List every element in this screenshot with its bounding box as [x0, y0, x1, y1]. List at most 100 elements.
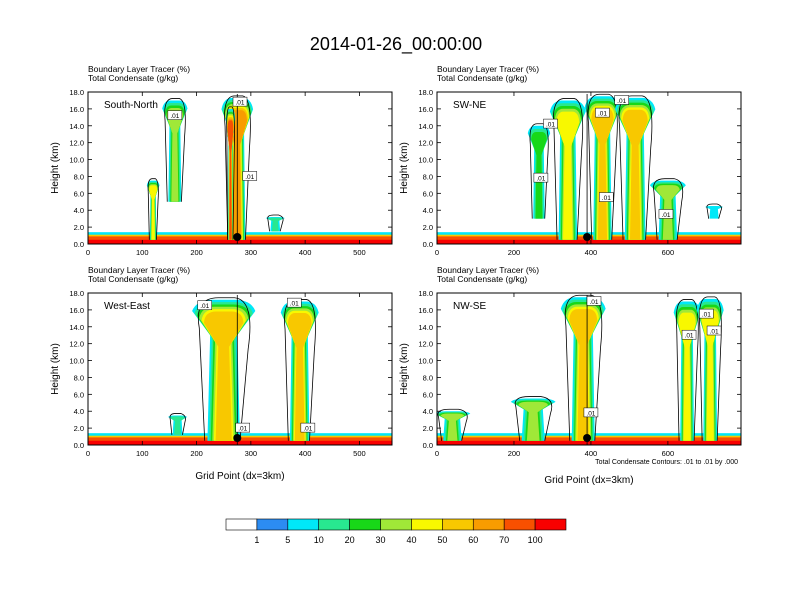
x-tick-label: 100	[136, 248, 149, 257]
y-tick-label: 12.0	[418, 340, 433, 349]
subtitle-tracer: Boundary Layer Tracer (%)	[88, 64, 190, 74]
y-tick-label: 18.0	[418, 289, 433, 298]
x-tick-label: 200	[190, 449, 203, 458]
cloud-cell	[192, 297, 256, 441]
panels: 0.0 2.0 4.0 6.0 8.0 10.0 12.0 14.0 16.0 18.0 0 100 2…	[50, 64, 742, 458]
contour-label-box	[658, 209, 674, 219]
y-tick-label: 18.0	[418, 88, 433, 97]
x-tick-label: 0	[86, 449, 90, 458]
x-tick-label: 600	[662, 248, 675, 257]
colorbar-swatch	[411, 518, 443, 531]
cell-level-8	[227, 120, 234, 240]
contour-label-box	[706, 325, 722, 336]
colorbar-label: 70	[499, 535, 509, 545]
contour-label: .01	[602, 195, 611, 202]
y-axis-label: Height (km)	[50, 142, 61, 194]
y-tick-label: 4.0	[74, 407, 84, 416]
cell-level-5	[701, 310, 719, 441]
y-tick-label: 0.0	[423, 240, 433, 249]
panel-south-north: 0.0 2.0 4.0 6.0 8.0 10.0 12.0 14.0 16.0 18.0 0 100 2…	[50, 64, 393, 257]
contour-label-box	[533, 172, 549, 183]
y-tick-label: 2.0	[423, 424, 433, 433]
x-tick-label: 100	[136, 449, 149, 458]
y-axis-label: Height (km)	[399, 142, 410, 194]
colorbar-swatch	[225, 518, 258, 531]
y-tick-label: 6.0	[423, 189, 433, 198]
y-tick-label: 10.0	[418, 357, 433, 366]
y-tick-label: 16.0	[418, 105, 433, 114]
location-marker	[233, 233, 242, 241]
y-tick-label: 8.0	[74, 172, 84, 181]
subtitle-tracer: Boundary Layer Tracer (%)	[437, 265, 539, 275]
x-axis-label-right: Grid Point (dx=3km)	[544, 475, 633, 486]
condensate-contour	[553, 98, 584, 240]
cloud-cell	[673, 299, 701, 441]
colorbar-label: 50	[437, 535, 447, 545]
contour-label-box	[287, 297, 302, 308]
x-tick-label: 200	[190, 248, 203, 257]
condensate-contour	[564, 294, 603, 441]
condensate-contour	[169, 413, 186, 435]
x-tick-label: 400	[585, 449, 598, 458]
x-tick-label: 200	[508, 248, 521, 257]
contour-label: .01	[685, 333, 694, 340]
colorbar-label: 60	[468, 535, 478, 545]
colorbar-swatch	[287, 518, 320, 531]
y-tick-label: 0.0	[423, 441, 433, 450]
boundary-layer-band	[88, 440, 392, 445]
colorbar-swatch	[472, 518, 505, 531]
y-tick-label: 18.0	[69, 289, 84, 298]
cell-level-1	[705, 206, 724, 219]
condensate-contour	[706, 203, 722, 219]
x-axis-label-left: Grid Point (dx=3km)	[195, 471, 284, 482]
cell-level-4	[166, 108, 184, 202]
contour-label-box	[242, 171, 258, 181]
condensate-contour	[267, 214, 284, 232]
contour-label: .01	[702, 312, 711, 319]
x-tick-label: 300	[245, 449, 258, 458]
colorbar-swatch	[349, 518, 381, 531]
colorbar-label: 1	[254, 535, 259, 545]
y-tick-label: 12.0	[418, 139, 433, 148]
contour-label: .01	[598, 111, 607, 118]
condensate-contour	[197, 297, 251, 441]
y-tick-label: 6.0	[74, 189, 84, 198]
colorbar-label: 30	[376, 535, 386, 545]
x-tick-label: 400	[299, 248, 312, 257]
y-tick-label: 8.0	[423, 172, 433, 181]
subtitle-condensate: Total Condensate (g/kg)	[437, 73, 527, 83]
y-tick-label: 8.0	[74, 373, 84, 382]
cloud-cell	[265, 214, 285, 232]
x-tick-label: 0	[86, 248, 90, 257]
colorbar-swatch	[442, 518, 474, 531]
cell-level-4	[518, 401, 549, 441]
cloud-cell	[437, 408, 471, 441]
cell-level-6	[591, 108, 614, 240]
plot-frame	[436, 292, 742, 446]
subtitle-condensate: Total Condensate (g/kg)	[88, 73, 178, 83]
y-axis-label: Height (km)	[399, 343, 410, 395]
y-tick-label: 16.0	[69, 306, 84, 315]
x-tick-label: 400	[299, 449, 312, 458]
cloud-cell	[510, 396, 556, 441]
x-tick-label: 400	[585, 248, 598, 257]
cell-level-5	[149, 185, 158, 240]
colorbar-swatch	[503, 518, 536, 531]
contour-label-box	[300, 422, 316, 433]
cloud-cell	[146, 178, 160, 240]
cell-level-6	[569, 309, 598, 441]
plot-frame	[436, 91, 742, 245]
y-tick-label: 14.0	[69, 122, 84, 131]
colorbar-label: 40	[406, 535, 416, 545]
y-tick-label: 6.0	[74, 390, 84, 399]
plot-frame	[87, 91, 393, 245]
contour-label: .01	[586, 410, 595, 417]
cell-level-4	[440, 413, 465, 441]
colorbar-swatch	[380, 518, 412, 531]
colorbar-label: 5	[285, 535, 290, 545]
y-tick-label: 16.0	[69, 105, 84, 114]
contour-label-box	[699, 308, 714, 319]
y-tick-label: 0.0	[74, 240, 84, 249]
contour-label: .01	[536, 176, 545, 183]
